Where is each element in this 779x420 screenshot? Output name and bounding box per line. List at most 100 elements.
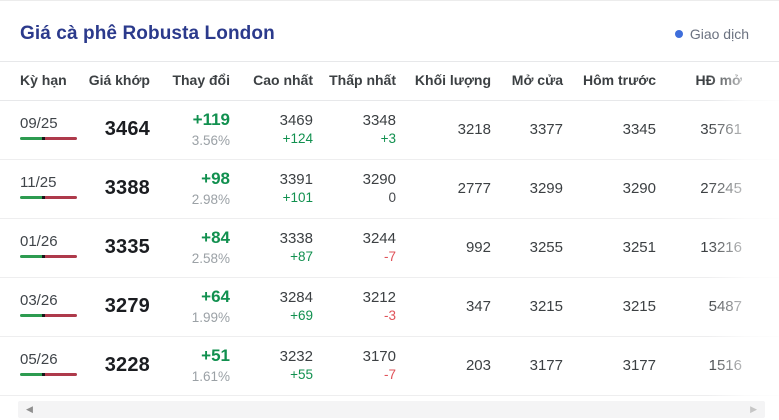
high-value: 3469 (279, 111, 313, 129)
previous-value: 3345 (622, 120, 656, 138)
high-delta: +101 (282, 190, 313, 206)
low-delta: -7 (383, 249, 396, 265)
high-value: 3338 (279, 229, 313, 247)
price-table-body: 09/25 3464 +119 3.56% 3469 +124 3 (0, 100, 779, 396)
previous-value: 3251 (622, 238, 656, 256)
high-value: 3391 (279, 170, 313, 188)
high-delta: +124 (282, 131, 313, 147)
high-delta: +69 (290, 308, 313, 324)
open-interest-value: 27245 (700, 179, 742, 197)
range-bar (20, 372, 77, 376)
volume-value: 2777 (457, 179, 491, 197)
range-bar-up-segment (20, 372, 42, 376)
range-bar-down-segment (44, 372, 77, 376)
change-percent: 1.61% (191, 368, 230, 384)
col-header-match-price: Giá khớp (88, 62, 152, 101)
panel-header: Giá cà phê Robusta London Giao dịch (0, 1, 779, 62)
match-price: 3464 (104, 118, 150, 140)
match-price: 3228 (104, 354, 150, 376)
term-label: 11/25 (20, 173, 57, 191)
volume-value: 203 (465, 356, 491, 374)
col-header-change: Thay đổi (152, 62, 232, 101)
horizontal-scrollbar[interactable]: ◀ ▶ (18, 401, 765, 418)
trading-status-label: Giao dịch (689, 26, 749, 42)
range-bar-divider (41, 136, 45, 140)
range-bar-divider (41, 254, 45, 258)
table-row[interactable]: 05/26 3228 +51 1.61% 3232 +55 317 (0, 336, 779, 396)
high-delta: +87 (290, 249, 313, 265)
change-percent: 1.99% (191, 309, 230, 325)
change-percent: 3.56% (191, 132, 230, 148)
scroll-right-icon[interactable]: ▶ (750, 404, 757, 414)
high-value: 3232 (279, 347, 313, 365)
match-price: 3335 (104, 236, 150, 258)
col-header-open: Mở cửa (493, 62, 565, 101)
open-interest-value: 35761 (700, 120, 742, 138)
change-value: +51 (201, 346, 230, 366)
open-value: 3255 (529, 238, 563, 256)
change-value: +98 (201, 169, 230, 189)
low-value: 3244 (362, 229, 396, 247)
range-bar (20, 313, 77, 317)
col-header-low: Thấp nhất (315, 62, 398, 101)
low-value: 3348 (362, 111, 396, 129)
range-bar (20, 254, 77, 258)
match-price: 3279 (104, 295, 150, 317)
open-interest-value: 1516 (708, 356, 742, 374)
term-label: 03/26 (20, 291, 58, 309)
range-bar-divider (41, 313, 45, 317)
term-cell: 03/26 (20, 292, 77, 317)
low-delta: 0 (388, 190, 396, 206)
range-bar-up-segment (20, 136, 42, 140)
range-bar (20, 195, 77, 199)
term-label: 05/26 (20, 350, 58, 368)
change-value: +84 (201, 228, 230, 248)
change-percent: 2.58% (191, 250, 230, 266)
table-row[interactable]: 09/25 3464 +119 3.56% 3469 +124 3 (0, 100, 779, 160)
high-delta: +55 (290, 367, 313, 383)
scroll-left-icon[interactable]: ◀ (26, 404, 33, 414)
open-value: 3299 (529, 179, 563, 197)
previous-value: 3177 (622, 356, 656, 374)
range-bar-up-segment (20, 254, 42, 258)
volume-value: 3218 (457, 120, 491, 138)
previous-value: 3290 (622, 179, 656, 197)
term-cell: 01/26 (20, 233, 77, 258)
range-bar-up-segment (20, 313, 42, 317)
change-value: +119 (192, 110, 230, 130)
range-bar-down-segment (44, 195, 77, 199)
term-label: 09/25 (20, 114, 58, 132)
open-interest-value: 5487 (708, 297, 742, 315)
range-bar-divider (41, 195, 45, 199)
low-delta: -7 (383, 367, 396, 383)
low-value: 3290 (362, 170, 396, 188)
range-bar-down-segment (44, 313, 77, 317)
col-header-term: Kỳ hạn (0, 62, 88, 101)
price-table: Kỳ hạn Giá khớp Thay đổi Cao nhất Thấp n… (0, 62, 779, 396)
col-header-previous: Hôm trước (565, 62, 658, 101)
col-header-open-interest: HĐ mở (658, 62, 779, 101)
page-title: Giá cà phê Robusta London (20, 23, 275, 44)
trading-status-legend: Giao dịch (674, 26, 749, 42)
table-row[interactable]: 01/26 3335 +84 2.58% 3338 +87 324 (0, 218, 779, 278)
change-value: +64 (201, 287, 230, 307)
trading-status-dot-icon (674, 30, 683, 38)
term-cell: 11/25 (20, 174, 77, 199)
volume-value: 992 (465, 238, 491, 256)
previous-value: 3215 (622, 297, 656, 315)
open-value: 3377 (529, 120, 563, 138)
range-bar (20, 136, 77, 140)
range-bar-down-segment (44, 254, 77, 258)
open-value: 3177 (529, 356, 563, 374)
table-row[interactable]: 03/26 3279 +64 1.99% 3284 +69 321 (0, 277, 779, 337)
table-row[interactable]: 11/25 3388 +98 2.98% 3391 +101 32 (0, 159, 779, 219)
range-bar-up-segment (20, 195, 42, 199)
open-interest-value: 13216 (700, 238, 742, 256)
col-header-volume: Khối lượng (398, 62, 493, 101)
term-label: 01/26 (20, 232, 58, 250)
high-value: 3284 (279, 288, 313, 306)
change-percent: 2.98% (191, 191, 230, 207)
match-price: 3388 (104, 177, 150, 199)
range-bar-divider (41, 372, 45, 376)
